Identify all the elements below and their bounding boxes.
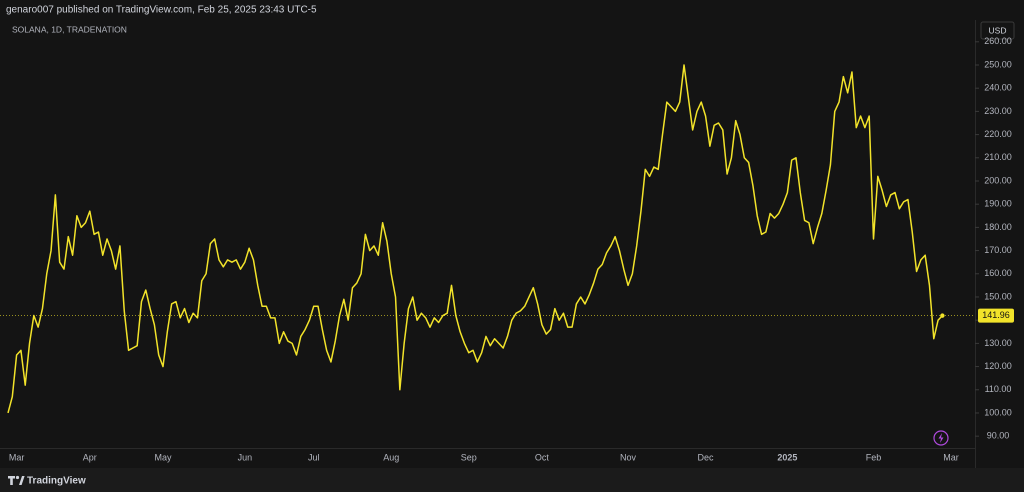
symbol-title: SOLANA, 1D, TRADENATION	[12, 24, 127, 34]
y-tick-label: 190.00	[984, 199, 1012, 209]
y-tick-label: 150.00	[984, 291, 1012, 301]
y-tick-label: 120.00	[984, 361, 1012, 371]
alert-bolt[interactable]	[938, 433, 944, 443]
y-tick-label: 180.00	[984, 222, 1012, 232]
y-tick-label: 100.00	[984, 407, 1012, 417]
y-tick-label: 170.00	[984, 245, 1012, 255]
last-price-box	[978, 308, 1014, 323]
x-tick-label: Aug	[383, 452, 399, 462]
x-tick-label: Mar	[9, 452, 25, 462]
last-price-dot	[940, 313, 945, 318]
x-tick-label: Dec	[698, 452, 715, 462]
alert-icon[interactable]	[933, 430, 949, 446]
x-tick-label: Sep	[461, 452, 477, 462]
y-tick-label: 210.00	[984, 152, 1012, 162]
currency-box[interactable]	[980, 21, 1015, 40]
y-tick-label: 230.00	[984, 106, 1012, 116]
x-tick-label: Feb	[866, 452, 882, 462]
currency[interactable]: USD	[989, 25, 1007, 35]
x-tick-label: May	[155, 452, 173, 462]
x-tick-label: Jul	[308, 452, 320, 462]
logo-slash[interactable]	[19, 476, 25, 485]
logo-dot[interactable]	[15, 475, 20, 480]
footer-brand[interactable]: TradingView	[27, 476, 86, 487]
y-tick-label: 250.00	[984, 59, 1012, 69]
x-tick-label: Nov	[620, 452, 637, 462]
x-tick-label: Apr	[83, 452, 97, 462]
y-tick-label: 90.00	[987, 431, 1010, 441]
last-price-label: 141.96	[982, 310, 1010, 320]
footer-logo[interactable]	[8, 475, 25, 485]
header: genaro007 published on TradingView.com, …	[6, 5, 317, 16]
price-line	[7, 64, 943, 414]
y-tick-label: 240.00	[984, 83, 1012, 93]
y-tick-label: 110.00	[985, 384, 1012, 394]
x-tick-label: Oct	[535, 452, 550, 462]
alert-circle[interactable]	[933, 430, 949, 446]
footer-bar	[0, 468, 1024, 492]
x-tick-label: Mar	[943, 452, 959, 462]
y-tick-label: 160.00	[984, 268, 1012, 278]
x-tick-label: 2025	[777, 452, 797, 462]
logo-mark[interactable]	[8, 476, 15, 485]
y-tick-label: 220.00	[984, 129, 1012, 139]
y-tick-label: 200.00	[984, 175, 1012, 185]
y-tick-label: 260.00	[984, 36, 1012, 46]
y-tick-label: 130.00	[984, 338, 1012, 348]
x-tick-label: Jun	[238, 452, 253, 462]
